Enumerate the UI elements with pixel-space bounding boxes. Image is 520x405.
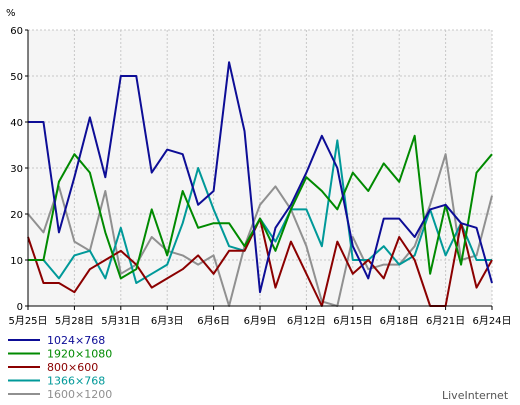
- series-line: [28, 134, 493, 280]
- x-tick-label: 6月15日: [333, 315, 372, 327]
- x-tick-label: 6月9日: [244, 315, 277, 327]
- y-tick-label: 20: [10, 210, 23, 221]
- series-line: [27, 153, 493, 307]
- x-tick-label: 6月6日: [197, 315, 230, 327]
- x-tick-label: 6月21日: [426, 315, 465, 327]
- series-lines: [27, 61, 493, 307]
- y-tick-label: 10: [10, 256, 23, 267]
- watermark: LiveInternet: [442, 389, 509, 402]
- x-tick-label: 5月25日: [8, 315, 47, 327]
- x-tick-label: 6月18日: [380, 315, 419, 327]
- y-tick-label: 40: [10, 118, 23, 129]
- y-axis-label: %: [6, 8, 16, 19]
- x-axis-ticks: 5月25日 5月28日 5月31日 6月3日 6月6日 6月9日 6月12日 6月15日 6月1…: [8, 306, 512, 327]
- legend-label: 1366×768: [47, 375, 105, 388]
- y-tick-label: 30: [10, 164, 23, 175]
- legend: 1024×7681920×1080800×6001366×7681600×120…: [8, 334, 112, 401]
- x-tick-label: 6月3日: [151, 315, 184, 327]
- legend-label: 800×600: [47, 361, 98, 374]
- x-tick-label: 5月31日: [101, 315, 140, 327]
- x-tick-label: 6月24日: [472, 315, 511, 327]
- legend-label: 1920×1080: [47, 348, 112, 361]
- series-line: [28, 61, 493, 294]
- y-tick-label: 50: [10, 72, 23, 83]
- y-tick-label: 60: [10, 26, 23, 37]
- legend-label: 1600×1200: [47, 388, 112, 401]
- y-axis-ticks: 0 10 20 30 40 50 60: [10, 26, 28, 313]
- x-tick-label: 6月12日: [287, 315, 326, 327]
- x-tick-label: 5月28日: [55, 315, 94, 327]
- legend-label: 1024×768: [47, 334, 105, 347]
- grid: [27, 29, 493, 306]
- y-tick-label: 0: [17, 302, 23, 313]
